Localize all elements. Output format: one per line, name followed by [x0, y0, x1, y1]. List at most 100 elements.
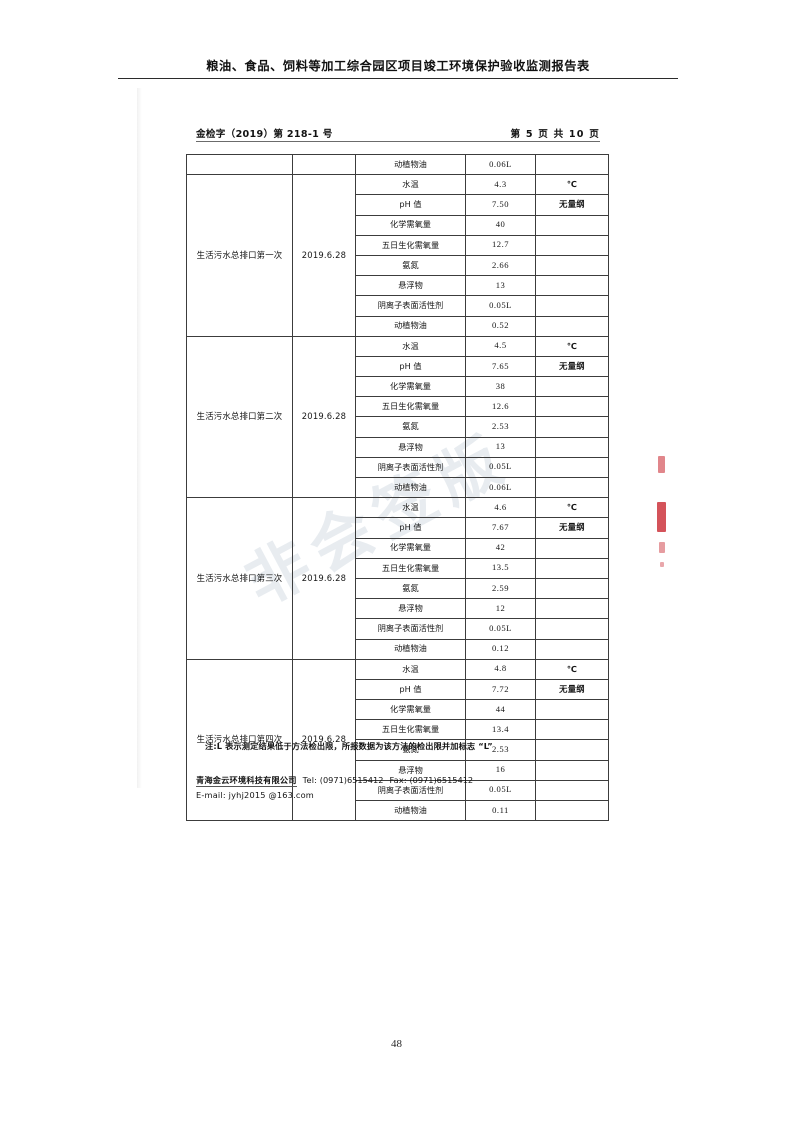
- email-address: jyhj2015 @163.com: [228, 789, 314, 800]
- cell-parameter-name: 五日生化需氧量: [355, 719, 466, 741]
- table-row: 生活污水总排口第一次 2019.6.28 水温 4.3 ℃: [186, 174, 609, 337]
- cell-parameter-name: pH 值: [355, 355, 466, 378]
- cell-parameter-name: 阴离子表面活性剂: [355, 295, 466, 317]
- seal-fragment-middle: [657, 502, 666, 532]
- cell-unit: [535, 396, 609, 418]
- cell-parameter-name: 悬浮物: [355, 275, 466, 297]
- cell-parameter-name: pH 值: [355, 517, 466, 539]
- table-row: 悬浮物 12: [187, 598, 609, 620]
- cell-measured-value: 7.65: [465, 355, 536, 378]
- cell-unit: 无量纲: [535, 678, 609, 701]
- table-row: 悬浮物 13: [187, 436, 609, 458]
- table-row: pH 值 7.65 无量纲: [187, 355, 609, 378]
- running-header-title: 粮油、食品、饲料等加工综合园区项目竣工环境保护验收监测报告表: [206, 59, 590, 73]
- cell-parameter-name: 五日生化需氧量: [355, 234, 466, 256]
- cell-monitoring-point: 生活污水总排口第一次: [186, 174, 293, 337]
- telephone-number: (0971)6515412: [319, 775, 384, 785]
- cell-parameter-name: pH 值: [355, 194, 466, 216]
- cell-parameter-name: 五日生化需氧量: [355, 396, 466, 418]
- cell-measured-value: 4.3: [465, 174, 536, 196]
- table-row: pH 值 7.50 无量纲: [187, 194, 609, 216]
- footer-contact-block: 青海金云环境科技有限公司 Tel: (0971)6515412 Fax: (0971…: [196, 774, 473, 801]
- cell-monitoring-date: 2019.6.28: [292, 174, 356, 337]
- cell-unit: [535, 153, 609, 176]
- email-label: E-mail:: [196, 789, 226, 800]
- cell-parameter-name: 氨氮: [355, 416, 466, 438]
- cell-unit: ℃: [535, 335, 609, 357]
- cell-parameter-name: 阴离子表面活性剂: [355, 456, 466, 479]
- cell-measured-value: 0.11: [465, 799, 536, 822]
- cell-unit: [535, 577, 609, 600]
- cell-parameter-name: 水温: [355, 335, 466, 357]
- cell-unit: [535, 739, 609, 761]
- cell-unit: [535, 799, 609, 822]
- cell-parameter-name: 化学需氧量: [355, 537, 466, 559]
- page-of-total: 第 5 页 共 10 页: [510, 129, 600, 140]
- cell-parameter-name: 氨氮: [355, 577, 466, 600]
- cell-measured-value: 0.52: [465, 315, 536, 337]
- table-row: 动植物油 0.52: [187, 315, 609, 337]
- seal-fragment-top: [658, 456, 665, 473]
- cell-unit: 无量纲: [535, 355, 609, 378]
- cell-measured-value: 44: [465, 699, 536, 721]
- table-row: 动植物油 0.11: [187, 799, 609, 822]
- report-line-rule: [196, 141, 600, 142]
- table-row: 生活污水总排口第三次 2019.6.28 水温 4.6 ℃: [186, 497, 609, 660]
- table-row: 五日生化需氧量 12.7: [187, 234, 609, 256]
- cell-measured-value: 0.12: [465, 638, 536, 660]
- cell-unit: [535, 598, 609, 620]
- cell-measured-value: 7.67: [465, 517, 536, 539]
- cell-measured-value: 12: [465, 598, 536, 620]
- page-number: 48: [391, 1038, 402, 1050]
- table-row: 动植物油 0.06L: [186, 153, 609, 176]
- cell-unit: [535, 618, 609, 640]
- cell-unit: [535, 376, 609, 398]
- cell-measured-value: 0.05L: [465, 456, 536, 479]
- cell-parameter-name: 动植物油: [355, 315, 466, 337]
- cell-measured-value: 16: [465, 759, 536, 781]
- cell-measured-value: 40: [465, 214, 536, 236]
- telephone-label: Tel:: [302, 775, 318, 785]
- table-row: 阴离子表面活性剂 0.05L: [187, 456, 609, 479]
- table-row: 化学需氧量 44: [187, 699, 609, 721]
- cell-measured-value: 0.05L: [465, 295, 536, 317]
- cell-parameter-name: pH 值: [355, 678, 466, 701]
- cell-measured-value: 2.66: [465, 254, 536, 277]
- report-number-line: 金检字（2019）第 218-1 号 第 5 页 共 10 页: [196, 126, 600, 142]
- cell-unit: [535, 638, 609, 660]
- cell-measured-value: 13: [465, 436, 536, 458]
- cell-monitoring-point: 生活污水总排口第四次: [186, 658, 293, 822]
- cell-parameter-name: 水温: [355, 658, 466, 680]
- cell-unit: 无量纲: [535, 517, 609, 539]
- cell-measured-value: 4.5: [465, 335, 536, 357]
- header-rule: [118, 78, 678, 79]
- cell-unit: ℃: [535, 497, 609, 519]
- cell-monitoring-date: 2019.6.28: [292, 497, 356, 660]
- document-running-header: 粮油、食品、饲料等加工综合园区项目竣工环境保护验收监测报告表: [118, 56, 678, 79]
- cell-measured-value: 4.6: [465, 497, 536, 519]
- cell-measured-value: 0.05L: [465, 618, 536, 640]
- seal-fragment-lower: [659, 542, 665, 553]
- cell-unit: [535, 719, 609, 741]
- cell-parameter-name: 阴离子表面活性剂: [355, 618, 466, 640]
- cell-unit: [535, 759, 609, 781]
- cell-parameter-name: 悬浮物: [355, 436, 466, 458]
- cell-monitoring-point: 生活污水总排口第二次: [186, 335, 293, 499]
- cell-unit: ℃: [535, 174, 609, 196]
- cell-measured-value: 42: [465, 537, 536, 559]
- cell-measured-value: 0.05L: [465, 779, 536, 802]
- cell-unit: [535, 275, 609, 297]
- cell-unit: [535, 537, 609, 559]
- fax-label: Fax:: [389, 775, 407, 785]
- table-row: 化学需氧量 42: [187, 537, 609, 559]
- table-row: 生活污水总排口第四次 2019.6.28 水温 4.8 ℃: [186, 658, 609, 822]
- cell-unit: [535, 557, 609, 579]
- cell-measured-value: 2.59: [465, 577, 536, 600]
- cell-measured-value: 38: [465, 376, 536, 398]
- company-name: 青海金云环境科技有限公司: [196, 775, 297, 787]
- cell-unit: [535, 456, 609, 479]
- cell-unit: [535, 254, 609, 277]
- cell-unit: [535, 315, 609, 337]
- cell-measured-value: 2.53: [465, 416, 536, 438]
